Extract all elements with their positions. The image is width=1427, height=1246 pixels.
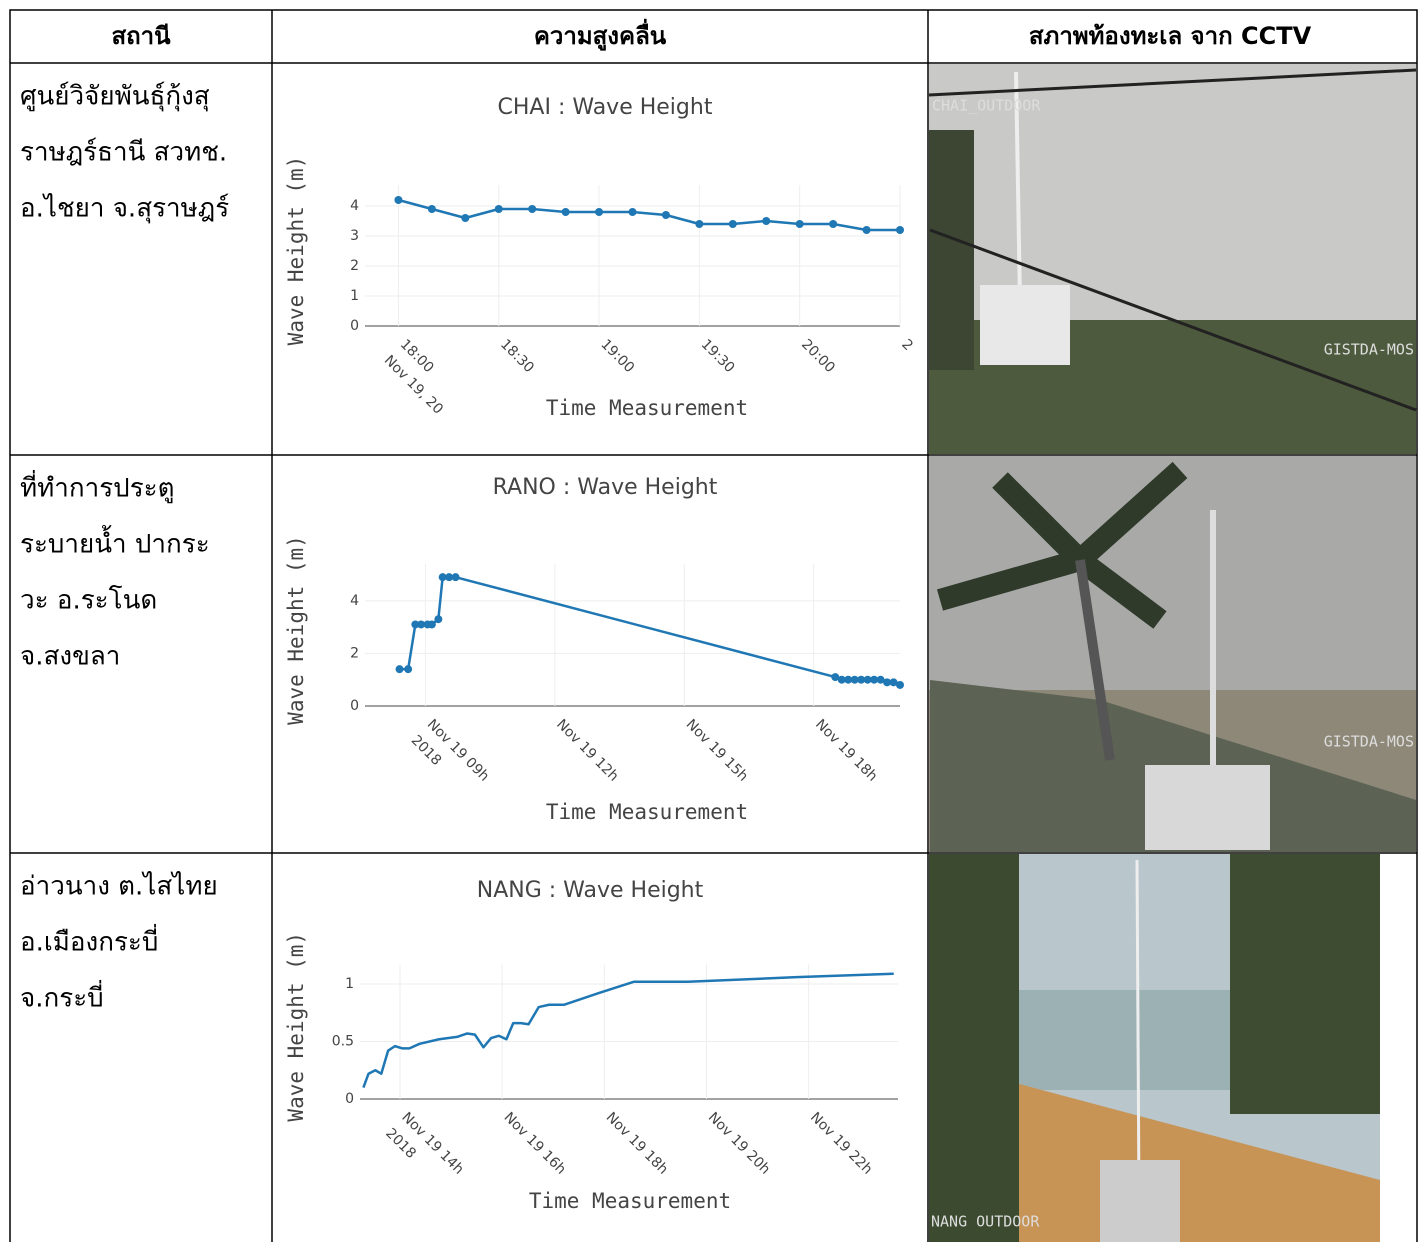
x-tick-label: 18:30: [497, 336, 537, 376]
data-point: [562, 208, 570, 216]
data-point: [396, 665, 404, 673]
header: ความสูงคลื่น: [534, 18, 667, 51]
data-point: [434, 615, 442, 623]
y-tick-label: 0: [345, 1091, 354, 1107]
data-point: [495, 205, 503, 213]
cctv-label: NANG OUTDOOR: [931, 1213, 1040, 1231]
data-point: [662, 211, 670, 219]
station-name: อ่าวนาง ต.ไสไทย: [20, 871, 218, 902]
data-point: [896, 681, 904, 689]
y-axis-label: Wave Height (m): [284, 156, 308, 346]
data-point: [461, 214, 469, 222]
station-name: ที่ทำการประตู: [20, 470, 175, 504]
x-tick-label: Nov 19 16h: [501, 1109, 569, 1177]
y-tick-label: 0: [350, 318, 359, 334]
y-tick-label: 0.5: [332, 1034, 354, 1050]
data-point: [528, 205, 536, 213]
station-name: วะ อ.ระโนด: [20, 585, 157, 616]
data-point: [452, 573, 460, 581]
cctv-label: GISTDA-MOS: [1324, 733, 1414, 751]
cctv-image: [929, 64, 1416, 454]
x-tick-label: Nov 19 18h: [603, 1109, 671, 1177]
station-name: อ.ไชยา จ.สุราษฎร์: [20, 193, 229, 224]
x-tick-label: Nov 19 20h: [705, 1109, 773, 1177]
data-point: [404, 665, 412, 673]
y-tick-label: 4: [350, 593, 359, 609]
y-tick-label: 1: [345, 976, 354, 992]
header: สถานี: [111, 22, 171, 50]
data-point: [729, 220, 737, 228]
x-tick-label: 2: [898, 336, 916, 354]
y-axis-label: Wave Height (m): [284, 932, 308, 1122]
cctv-image: [929, 456, 1416, 852]
data-point: [629, 208, 637, 216]
x-axis-label: Time Measurement: [529, 1189, 731, 1213]
x-tick-label: Nov 19 15h: [683, 716, 751, 784]
data-point: [863, 226, 871, 234]
data-point: [595, 208, 603, 216]
data-line: [400, 577, 900, 685]
data-point: [695, 220, 703, 228]
cctv-label: CHAI_OUTDOOR: [932, 97, 1041, 115]
data-point: [796, 220, 804, 228]
page: สถานี ความสูงคลื่น สภาพท้องทะเล จาก CCTV…: [0, 0, 1427, 1242]
x-tick-label: 20:00: [798, 336, 838, 376]
x-axis-label: Time Measurement: [546, 800, 748, 824]
station-name: ศูนย์วิจัยพันธุ์กุ้งสุ: [20, 82, 210, 112]
cctv-label: GISTDA-MOS: [1324, 341, 1414, 359]
chart-title: NANG : Wave Height: [477, 878, 704, 903]
x-axis-label: Time Measurement: [546, 396, 748, 420]
x-tick-label: 19:30: [698, 336, 738, 376]
x-tick-label: Nov 19 18h: [812, 716, 880, 784]
station-name: ราษฎร์ธานี สวทช.: [20, 138, 227, 168]
header: สภาพท้องทะเล จาก CCTV: [1029, 22, 1312, 50]
x-tick-label: Nov 19 12h: [553, 716, 621, 784]
cctv-image: [929, 854, 1380, 1242]
data-line: [398, 200, 900, 230]
data-point: [394, 196, 402, 204]
chart-title: CHAI : Wave Height: [498, 95, 713, 120]
x-tick-label: 19:00: [597, 336, 637, 376]
station-name: ระบายน้ำ ปากระ: [20, 525, 210, 560]
y-tick-label: 1: [350, 288, 359, 304]
data-point: [428, 205, 436, 213]
data-point: [896, 226, 904, 234]
y-tick-label: 0: [350, 698, 359, 714]
y-tick-label: 4: [350, 198, 359, 214]
data-line: [363, 974, 893, 1088]
y-tick-label: 3: [350, 228, 359, 244]
x-tick-label: Nov 19 22h: [807, 1109, 875, 1177]
station-name: จ.สงขลา: [20, 642, 120, 672]
chart-title: RANO : Wave Height: [493, 475, 718, 500]
data-point: [762, 217, 770, 225]
data-point: [829, 220, 837, 228]
y-axis-label: Wave Height (m): [284, 535, 308, 725]
station-name: จ.กระบี่: [20, 980, 104, 1014]
y-tick-label: 2: [350, 258, 359, 274]
y-tick-label: 2: [350, 645, 359, 661]
station-name: อ.เมืองกระบี่: [20, 924, 158, 958]
data-point: [428, 620, 436, 628]
